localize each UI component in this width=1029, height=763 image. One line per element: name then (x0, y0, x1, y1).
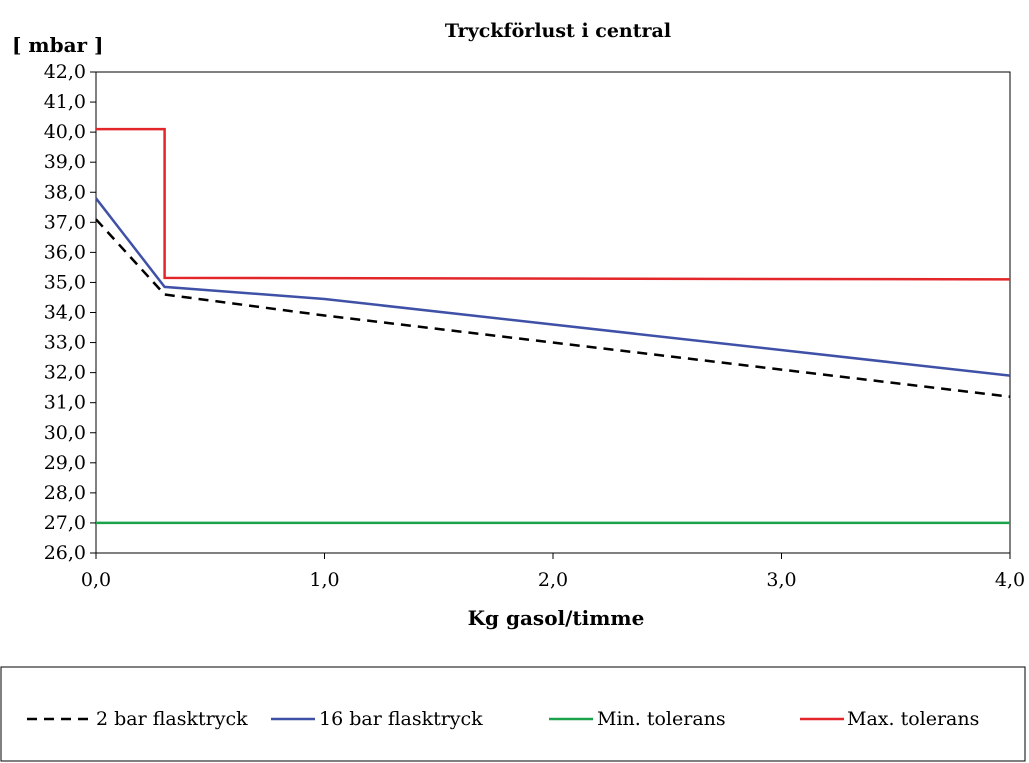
y-tick-label: 29,0 (44, 452, 86, 474)
y-tick-label: 26,0 (44, 542, 86, 564)
plot-area (95, 71, 1011, 554)
legend-label-2-bar: 2 bar flasktryck (96, 708, 248, 730)
legend-label-max: Max. tolerans (847, 708, 979, 730)
y-tick-label: 35,0 (44, 271, 86, 293)
y-tick-label: 40,0 (44, 121, 86, 143)
x-tick-label: 1,0 (309, 569, 339, 591)
y-tick-label: 41,0 (44, 91, 86, 113)
chart-title: Tryckförlust i central (445, 20, 671, 42)
y-axis-title: [ mbar ] (12, 33, 104, 57)
y-tick-label: 33,0 (44, 332, 86, 354)
y-tick-label: 39,0 (44, 151, 86, 173)
series-max-tolerans-line (96, 127, 1011, 281)
legend: 2 bar flasktryck 16 bar flasktryck Min. … (0, 666, 1026, 762)
legend-frame (0, 666, 1026, 762)
y-tick-label: 30,0 (44, 422, 86, 444)
legend-label-16-bar: 16 bar flasktryck (319, 708, 483, 730)
y-tick-label: 42,0 (44, 61, 86, 83)
x-axis: 0,0 1,0 2,0 3,0 4,0 (81, 553, 1025, 591)
series-lines (95, 127, 1011, 525)
legend-label-min: Min. tolerans (597, 708, 726, 730)
x-tick-label: 2,0 (538, 569, 568, 591)
series-16-bar-line (95, 197, 1011, 377)
y-tick-label: 38,0 (44, 181, 86, 203)
y-axis: 26,0 27,0 28,0 29,0 30,0 31,0 32,0 33,0 34,0 35,0… (44, 61, 96, 564)
plot-frame (95, 71, 1011, 554)
series-2-bar-line (95, 218, 1011, 398)
x-tick-label: 0,0 (81, 569, 111, 591)
y-tick-label: 28,0 (44, 482, 86, 504)
x-tick-label: 4,0 (995, 569, 1025, 591)
y-tick-label: 32,0 (44, 362, 86, 384)
x-tick-label: 3,0 (766, 569, 796, 591)
y-tick-label: 27,0 (44, 512, 86, 534)
y-tick-label: 37,0 (44, 211, 86, 233)
x-axis-title: Kg gasol/timme (468, 606, 645, 630)
y-tick-label: 31,0 (44, 392, 86, 414)
y-tick-label: 34,0 (44, 302, 86, 324)
y-tick-label: 36,0 (44, 241, 86, 263)
